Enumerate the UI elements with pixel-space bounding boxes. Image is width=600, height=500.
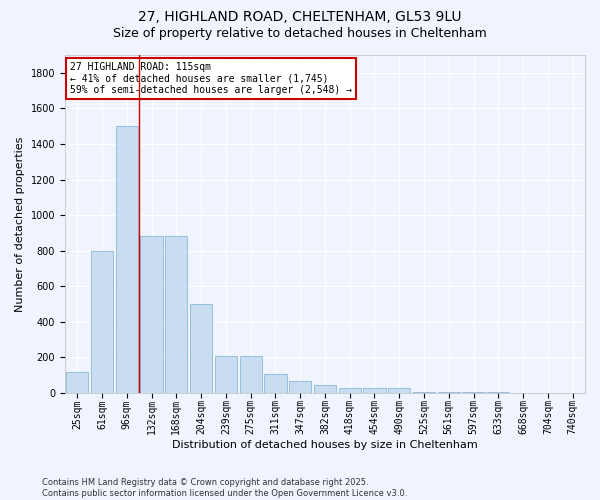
Bar [338,388,361,393]
X-axis label: Distribution of detached houses by size in Cheltenham: Distribution of detached houses by size … [172,440,478,450]
Bar [364,388,386,393]
Bar [314,385,336,393]
Text: 27, HIGHLAND ROAD, CHELTENHAM, GL53 9LU: 27, HIGHLAND ROAD, CHELTENHAM, GL53 9LU [138,10,462,24]
Bar [289,382,311,393]
Bar [140,236,163,393]
Bar [116,126,138,393]
Bar [215,356,237,393]
Bar [388,388,410,393]
Bar [66,372,88,393]
Bar [91,250,113,393]
Y-axis label: Number of detached properties: Number of detached properties [15,136,25,312]
Bar [463,392,485,393]
Bar [239,356,262,393]
Text: 27 HIGHLAND ROAD: 115sqm
← 41% of detached houses are smaller (1,745)
59% of sem: 27 HIGHLAND ROAD: 115sqm ← 41% of detach… [70,62,352,95]
Bar [264,374,287,393]
Bar [190,304,212,393]
Bar [165,236,187,393]
Bar [413,392,435,393]
Text: Contains HM Land Registry data © Crown copyright and database right 2025.
Contai: Contains HM Land Registry data © Crown c… [42,478,407,498]
Bar [437,392,460,393]
Text: Size of property relative to detached houses in Cheltenham: Size of property relative to detached ho… [113,28,487,40]
Bar [487,392,509,393]
